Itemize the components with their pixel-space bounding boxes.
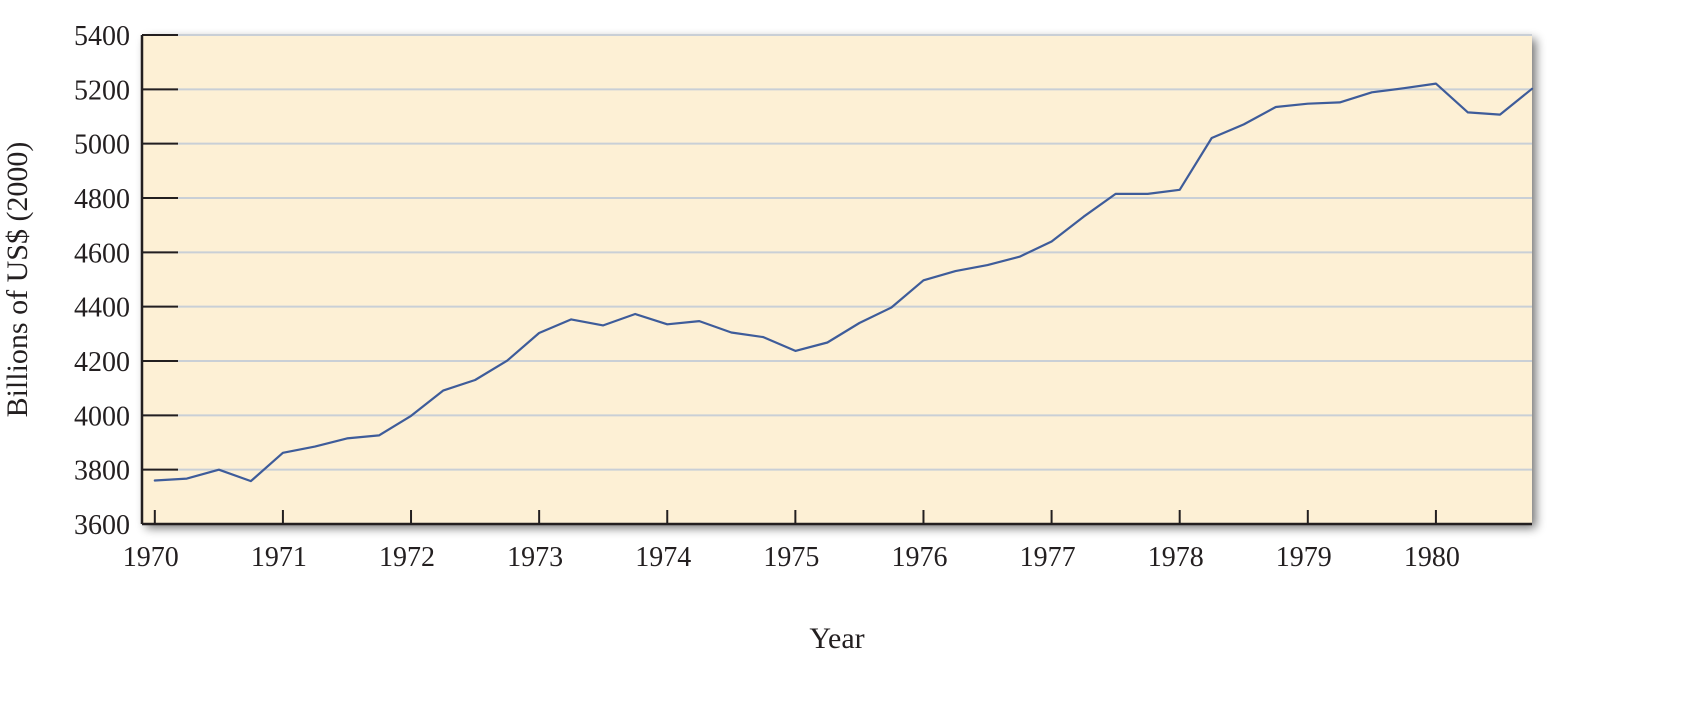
x-tick-label-1977: 1977: [1020, 542, 1076, 573]
series-layer: [153, 82, 1534, 483]
series-line-0: [153, 82, 1534, 483]
y-axis-title: Billions of US$ (2000): [1, 142, 34, 418]
y-tick-label-3600: 3600: [74, 510, 130, 541]
y-tick-label-4600: 4600: [74, 238, 130, 269]
x-tick-label-1971: 1971: [251, 542, 307, 573]
y-tick-label-5000: 5000: [74, 130, 130, 161]
y-tick-label-5400: 5400: [74, 21, 130, 52]
gridlines: [142, 34, 1532, 471]
tick-labels: 3600 3800 4000 4200 4400 4600 4800 5000 5200 5400…: [74, 21, 1460, 573]
x-tick-label-1979: 1979: [1276, 542, 1332, 573]
x-tick-label-1978: 1978: [1148, 542, 1204, 573]
x-tick-label-1970: 1970: [123, 542, 179, 573]
x-tick-label-1974: 1974: [635, 542, 691, 573]
x-tick-label-1980: 1980: [1404, 542, 1460, 573]
x-tick-label-1975: 1975: [763, 542, 819, 573]
x-tick-label-1972: 1972: [379, 542, 435, 573]
y-tick-label-4000: 4000: [74, 401, 130, 432]
y-tick-label-4800: 4800: [74, 184, 130, 215]
plot-background: [142, 35, 1532, 524]
y-tick-label-4400: 4400: [74, 293, 130, 324]
x-tick-label-1973: 1973: [507, 542, 563, 573]
x-tick-label-1976: 1976: [891, 542, 947, 573]
y-tick-label-5200: 5200: [74, 75, 130, 106]
axes: [140, 34, 1532, 526]
y-tick-label-3800: 3800: [74, 456, 130, 487]
x-axis-title: Year: [809, 622, 864, 655]
y-tick-label-4200: 4200: [74, 347, 130, 378]
